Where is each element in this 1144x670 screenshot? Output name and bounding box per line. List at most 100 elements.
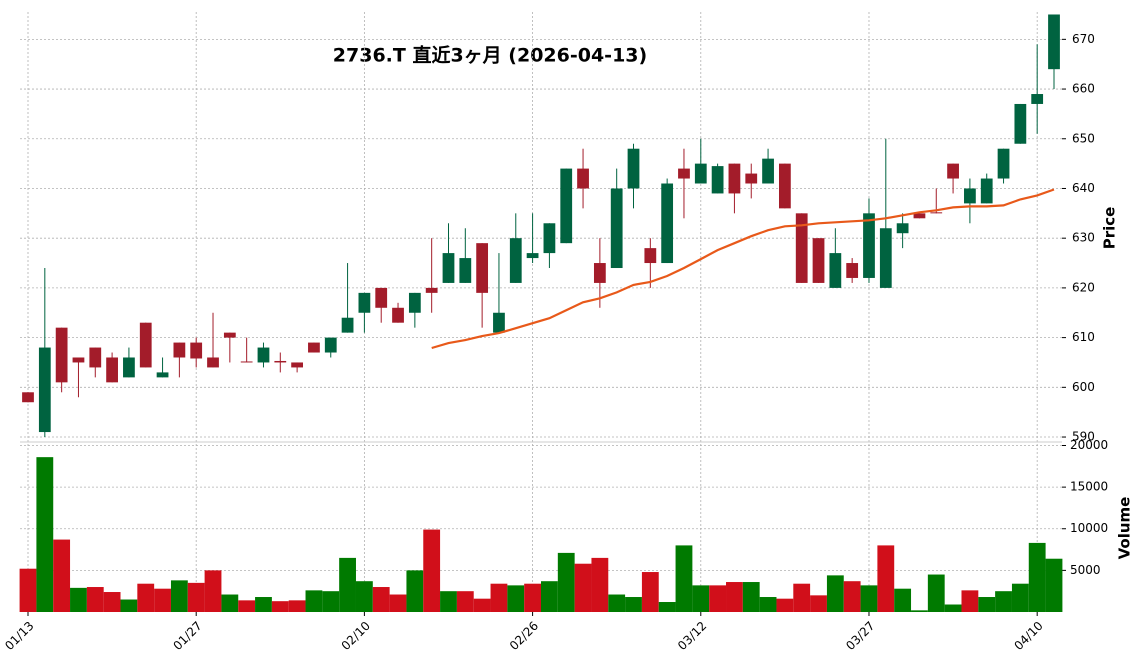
- volume-bar: [1028, 542, 1046, 612]
- candle-body: [190, 342, 203, 359]
- candle-body: [408, 292, 421, 313]
- volume-bar: [389, 594, 407, 612]
- volume-bar: [826, 575, 844, 612]
- volume-bar: [1011, 583, 1029, 612]
- candle-body: [560, 168, 573, 244]
- volume-bar: [372, 587, 390, 612]
- volume-bar: [19, 568, 37, 612]
- candle-body: [22, 392, 34, 403]
- volume-tick-label: 5000: [1070, 563, 1101, 577]
- candle-body: [38, 347, 51, 433]
- volume-bar: [709, 585, 727, 612]
- candle-body: [526, 253, 539, 259]
- candle-body: [106, 357, 118, 383]
- volume-bar: [288, 600, 306, 612]
- candle-body: [879, 228, 892, 288]
- volume-bar: [70, 587, 87, 612]
- volume-bar: [759, 597, 777, 612]
- candle-body: [308, 342, 320, 353]
- candle-body: [425, 287, 438, 293]
- volume-bar: [36, 457, 54, 612]
- volume-bar: [944, 604, 962, 612]
- volume-bar: [726, 582, 743, 612]
- volume-bar: [591, 557, 609, 612]
- candle-body: [980, 178, 993, 204]
- candle-body: [896, 223, 909, 234]
- volume-bar: [507, 585, 525, 612]
- x-tick-label: 03/12: [675, 619, 709, 653]
- candle-body: [644, 248, 657, 264]
- candle-body: [863, 213, 875, 278]
- candle-body: [829, 253, 842, 288]
- y-tick-label: 670: [1072, 32, 1095, 46]
- candle-body: [947, 163, 959, 179]
- candle-body: [476, 243, 489, 293]
- volume-bar: [608, 594, 626, 612]
- candle-body: [240, 361, 253, 363]
- candle-body: [493, 312, 505, 333]
- volume-bar: [641, 572, 659, 612]
- volume-bar: [995, 591, 1012, 612]
- volume-bar: [776, 598, 794, 612]
- x-tick-label: 02/26: [507, 619, 541, 653]
- volume-bar: [860, 585, 878, 612]
- volume-bar: [170, 580, 188, 612]
- x-tick-label: 03/27: [843, 619, 877, 653]
- candle-body: [964, 188, 976, 204]
- volume-bar: [793, 583, 811, 612]
- y-axis-label: Price: [1101, 207, 1119, 250]
- volume-bar: [961, 590, 979, 612]
- volume-bar: [322, 591, 340, 612]
- candle-body: [577, 168, 589, 189]
- candle-body: [728, 163, 741, 194]
- volume-bar: [187, 582, 205, 612]
- volume-tick-label: 10000: [1070, 521, 1108, 535]
- volume-bar: [440, 591, 457, 612]
- candle-body: [627, 148, 640, 189]
- candle-body: [341, 317, 354, 333]
- candle-body: [459, 258, 472, 283]
- y-tick-label: 640: [1072, 181, 1095, 195]
- volume-bar: [692, 585, 710, 612]
- grid: [20, 12, 1062, 612]
- chart-title: 2736.T 直近3ヶ月 (2026-04-13): [333, 44, 647, 67]
- volume-bar: [1045, 558, 1063, 612]
- candle-body: [1014, 103, 1027, 144]
- candle-body: [795, 213, 808, 283]
- volume-bar: [137, 583, 155, 612]
- y-tick-label: 630: [1072, 231, 1095, 245]
- candle-body: [593, 263, 606, 283]
- volume-bar: [120, 599, 138, 612]
- volume-bar: [204, 570, 222, 612]
- candle-body: [324, 337, 337, 353]
- volume-bar: [557, 552, 575, 612]
- volume-bar: [355, 581, 373, 612]
- candle-body: [123, 357, 135, 378]
- volume-bar: [978, 597, 996, 612]
- candle-body: [358, 292, 371, 313]
- volume-bar: [675, 545, 693, 612]
- candle-body: [509, 238, 522, 283]
- volume-bar: [894, 588, 912, 612]
- volume-axis-label: Volume: [1116, 497, 1134, 560]
- x-tick-label: 01/13: [2, 619, 36, 653]
- moving-average-line: [431, 188, 1055, 350]
- candle-body: [778, 163, 791, 209]
- y-tick-label: 600: [1072, 380, 1095, 394]
- x-tick-label: 02/10: [339, 619, 373, 653]
- volume-bar: [490, 583, 508, 612]
- candle-body: [711, 166, 724, 194]
- volume-bar: [238, 600, 256, 612]
- volume-bar: [843, 581, 861, 612]
- volume-bar: [810, 595, 827, 612]
- y-tick-label: 660: [1072, 82, 1095, 96]
- y-tick-label: 620: [1072, 280, 1095, 294]
- candle-body: [72, 357, 85, 363]
- candle-body: [997, 148, 1010, 179]
- candle-body: [274, 360, 287, 363]
- candle-body: [678, 168, 690, 179]
- candle-body: [375, 287, 388, 308]
- candle-body: [1048, 14, 1060, 70]
- volume-bar: [53, 539, 71, 612]
